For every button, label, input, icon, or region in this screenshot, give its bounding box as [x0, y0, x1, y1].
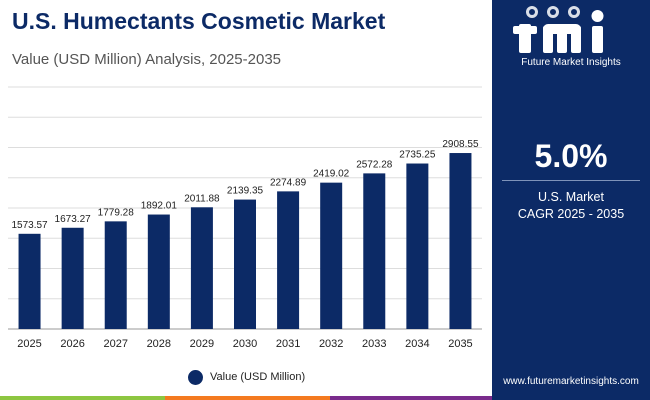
x-tick-2029: 2029	[190, 338, 214, 350]
value-label-2025: 1573.57	[11, 220, 48, 231]
bar-2027	[104, 221, 127, 329]
divider	[502, 180, 640, 181]
bar-2025	[18, 233, 41, 329]
value-label-2031: 2274.89	[270, 177, 307, 188]
x-tick-2033: 2033	[362, 338, 386, 350]
value-label-2029: 2011.88	[184, 193, 220, 204]
website-link[interactable]: www.futuremarketinsights.com	[503, 376, 639, 387]
x-tick-2034: 2034	[405, 338, 429, 350]
x-tick-2030: 2030	[233, 338, 257, 350]
bar-2029	[190, 207, 213, 329]
cagr-value: 5.0%	[534, 138, 608, 174]
value-label-2026: 1673.27	[55, 214, 92, 225]
brand-name: Future Market Insights	[521, 57, 621, 68]
x-tick-2031: 2031	[276, 338, 300, 350]
bar-2030	[234, 199, 256, 329]
bar-2031	[277, 191, 300, 329]
value-label-2033: 2572.28	[356, 159, 393, 170]
footer-stripe-green	[0, 396, 165, 400]
bar-2032	[320, 182, 343, 329]
value-label-2027: 1779.28	[98, 207, 135, 218]
x-tick-2035: 2035	[448, 338, 472, 350]
value-label-2035: 2908.55	[442, 139, 479, 150]
cagr-label-period: CAGR 2025 - 2035	[517, 207, 625, 221]
value-label-2030: 2139.35	[227, 186, 264, 197]
bar-chart: 1573.57 1673.27 1779.28 1892.01 2011.88 2139.…	[8, 86, 482, 350]
x-tick-2032: 2032	[319, 338, 343, 350]
side-panel: Future Market Insights 5.0% U.S. Market …	[492, 0, 650, 400]
cagr-label-market: U.S. Market	[538, 190, 604, 204]
x-tick-2028: 2028	[147, 338, 171, 350]
chart-subtitle: Value (USD Million) Analysis, 2025-2035	[12, 51, 282, 68]
chart-title: U.S. Humectants Cosmetic Market	[12, 8, 386, 34]
footer-stripe-orange	[165, 396, 330, 400]
fmi-logo-icon	[513, 6, 604, 53]
footer-stripe-purple	[330, 396, 492, 400]
cagr-label: U.S. Market CAGR 2025 - 2035	[492, 189, 650, 223]
value-label-2028: 1892.01	[141, 201, 178, 212]
x-tick-2026: 2026	[60, 338, 84, 350]
value-labels: 1573.57 1673.27 1779.28 1892.01 2011.88 2139.…	[11, 139, 478, 231]
bar-2028	[147, 214, 170, 329]
value-label-2034: 2735.25	[399, 150, 436, 161]
bar-2034	[406, 163, 429, 329]
legend: Value (USD Million)	[188, 368, 305, 386]
bar-2033	[363, 173, 386, 329]
x-axis-ticks: 2025 2026 2027 2028 2029 2030 2031 2032 2033 2034…	[17, 338, 472, 350]
bars	[18, 153, 472, 329]
legend-swatch	[188, 369, 203, 385]
value-label-2032: 2419.02	[313, 169, 350, 180]
bar-2035	[449, 153, 472, 329]
x-tick-2025: 2025	[17, 338, 41, 350]
bar-2026	[61, 227, 84, 329]
x-tick-2027: 2027	[103, 338, 127, 350]
legend-label: Value (USD Million)	[210, 371, 306, 383]
